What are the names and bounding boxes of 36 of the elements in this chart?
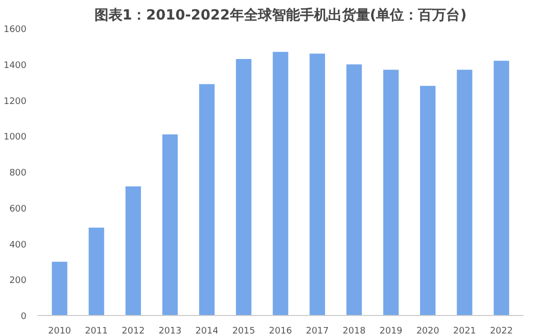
bar	[162, 134, 178, 316]
bar	[52, 262, 68, 316]
y-tick-label: 800	[9, 168, 27, 178]
y-tick-label: 1200	[4, 96, 27, 107]
x-tick-label: 2017	[306, 326, 329, 336]
y-tick-label: 1000	[4, 132, 27, 143]
y-tick-label: 400	[9, 240, 27, 250]
bar	[494, 60, 510, 316]
chart-title: 图表1：2010-2022年全球智能手机出货量(单位：百万台)	[94, 6, 467, 24]
bar	[346, 64, 362, 316]
x-tick-label: 2012	[122, 326, 145, 336]
bar	[420, 86, 436, 316]
x-tick-label: 2021	[453, 326, 476, 336]
y-tick-label: 1400	[4, 60, 27, 71]
x-tick-label: 2010	[48, 326, 72, 336]
x-tick-label: 2015	[232, 326, 256, 336]
bar	[383, 70, 399, 316]
bar	[125, 186, 141, 316]
x-tick-label: 2014	[195, 326, 219, 336]
bar	[88, 228, 104, 316]
x-tick-label: 2018	[342, 326, 366, 336]
bar	[310, 54, 326, 316]
bar	[236, 58, 252, 316]
x-tick-label: 2013	[158, 326, 182, 336]
x-tick-label: 2022	[490, 326, 513, 336]
x-tick-label: 2011	[84, 326, 108, 336]
x-tick-label: 2019	[380, 326, 403, 336]
y-tick-label: 200	[9, 276, 27, 286]
x-tick-label: 2020	[416, 326, 440, 336]
y-tick-label: 1600	[4, 25, 27, 35]
x-tick-label: 2016	[269, 326, 292, 336]
bar	[199, 84, 215, 316]
bar	[456, 70, 472, 316]
y-tick-label: 600	[9, 204, 27, 214]
y-tick-label: 0	[20, 312, 27, 322]
bar	[272, 52, 288, 316]
